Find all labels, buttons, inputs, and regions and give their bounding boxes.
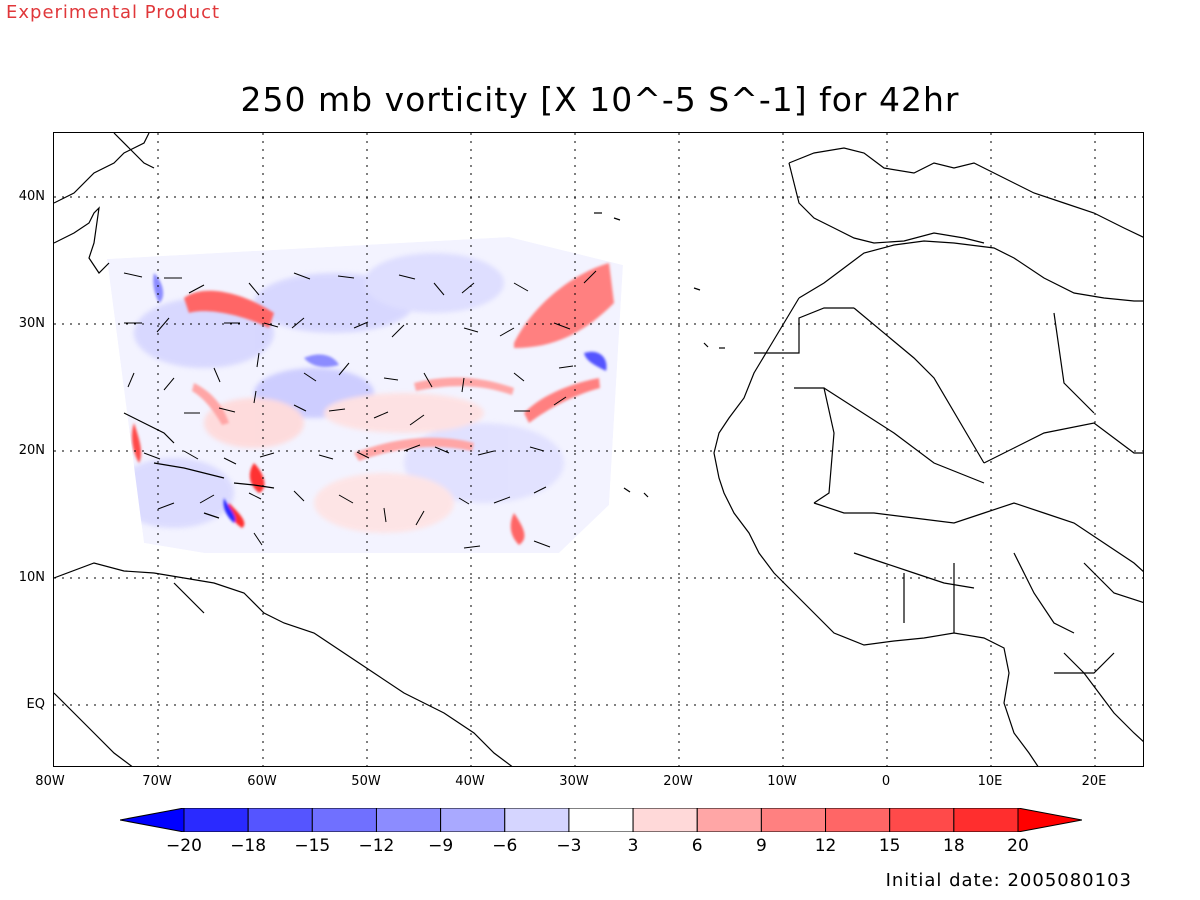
map-panel bbox=[53, 132, 1144, 767]
colorbar-tick-label: 9 bbox=[755, 836, 767, 856]
lon-label-30w: 30W bbox=[559, 774, 589, 789]
colorbar-cell bbox=[568, 808, 634, 832]
colorbar-cell bbox=[375, 808, 442, 832]
lat-label-eq: EQ bbox=[26, 697, 45, 712]
lat-label-10n: 10N bbox=[18, 570, 45, 585]
colorbar-cell bbox=[760, 808, 827, 832]
colorbar-tick-label: −3 bbox=[556, 836, 582, 856]
colorbar-tick-label: 20 bbox=[1007, 836, 1029, 856]
coastlines bbox=[54, 133, 1143, 766]
colorbar-tick-label: −12 bbox=[358, 836, 395, 856]
colorbar-tick-label: −6 bbox=[492, 836, 518, 856]
colorbar-cell bbox=[953, 808, 1019, 832]
colorbar-tick-label: −20 bbox=[166, 836, 202, 856]
colorbar bbox=[120, 808, 1082, 832]
lon-label-80w: 80W bbox=[35, 774, 65, 789]
graticule bbox=[54, 133, 1143, 766]
colorbar-tick-label: 12 bbox=[814, 836, 837, 856]
experimental-banner: Experimental Product bbox=[6, 2, 221, 23]
colorbar-cap-high bbox=[1017, 808, 1082, 832]
lon-label-70w: 70W bbox=[142, 774, 172, 789]
colorbar-cell bbox=[440, 808, 506, 832]
lon-label-40w: 40W bbox=[455, 774, 485, 789]
lon-label-10e: 10E bbox=[977, 774, 1003, 789]
colorbar-tick-label: 18 bbox=[943, 836, 965, 856]
lat-label-40n: 40N bbox=[18, 189, 45, 204]
wind-arrows bbox=[123, 270, 597, 549]
initial-date: Initial date: 2005080103 bbox=[885, 870, 1132, 891]
colorbar-tick-label: −15 bbox=[294, 836, 331, 856]
vorticity-field bbox=[107, 237, 623, 553]
lon-label-0: 0 bbox=[881, 774, 891, 789]
colorbar-tick-label: −18 bbox=[230, 836, 267, 856]
colorbar-cell bbox=[247, 808, 313, 832]
colorbar-cell bbox=[632, 808, 698, 832]
lon-label-50w: 50W bbox=[351, 774, 381, 789]
lat-label-30n: 30N bbox=[18, 316, 45, 331]
colorbar-cell bbox=[504, 808, 570, 832]
colorbar-tick-label: 15 bbox=[878, 836, 901, 856]
map-canvas bbox=[54, 133, 1143, 766]
colorbar-cell bbox=[183, 808, 249, 832]
colorbar-cell bbox=[696, 808, 762, 832]
lat-label-20n: 20N bbox=[18, 443, 45, 458]
colorbar-cap-low bbox=[120, 808, 185, 832]
lon-label-10w: 10W bbox=[767, 774, 797, 789]
lon-label-60w: 60W bbox=[247, 774, 277, 789]
colorbar-tick-label: 3 bbox=[627, 836, 639, 856]
colorbar-cell bbox=[825, 808, 891, 832]
colorbar-cell bbox=[889, 808, 955, 832]
colorbar-cell bbox=[311, 808, 377, 832]
lon-label-20w: 20W bbox=[663, 774, 693, 789]
colorbar-tick-label: −9 bbox=[428, 836, 454, 856]
colorbar-tick-label: 6 bbox=[691, 836, 703, 856]
lon-label-20e: 20E bbox=[1081, 774, 1107, 789]
map-title: 250 mb vorticity [X 10^-5 S^-1] for 42hr bbox=[240, 80, 960, 119]
